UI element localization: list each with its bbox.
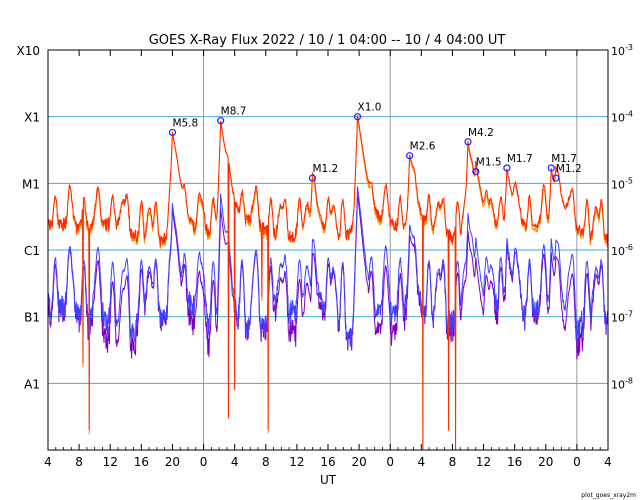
flare-label-6: M1.5 bbox=[476, 157, 502, 169]
right-flux-label-5: 10-8 bbox=[611, 376, 633, 391]
flare-label-1: M8.7 bbox=[221, 106, 247, 118]
x-tick-label-6: 4 bbox=[231, 455, 239, 469]
flare-marker-8 bbox=[547, 164, 555, 172]
right-axis-flux-labels: 10-3 10-4 10-5 10-6 10-7 10-8 bbox=[611, 43, 633, 391]
flare-marker-0 bbox=[168, 128, 177, 137]
long-channel-primary-line bbox=[47, 115, 609, 451]
chart-title: GOES X-Ray Flux 2022 / 10 / 1 04:00 -- 1… bbox=[149, 33, 506, 48]
right-flux-label-3: 10-6 bbox=[611, 243, 633, 258]
x-tick-label-13: 8 bbox=[449, 455, 457, 469]
flare-marker-7 bbox=[503, 164, 511, 172]
x-tick-label-10: 20 bbox=[351, 455, 366, 469]
flare-marker-3 bbox=[353, 113, 362, 121]
left-class-label-1: X1 bbox=[24, 111, 40, 125]
plot-credit: plot_goes_xray2m bbox=[581, 492, 636, 499]
left-class-label-3: C1 bbox=[24, 244, 40, 258]
right-flux-label-4: 10-7 bbox=[611, 310, 633, 325]
flare-label-4: M2.6 bbox=[410, 141, 436, 153]
left-class-label-5: A1 bbox=[24, 377, 40, 391]
flare-markers: M5.8M8.7M1.2X1.0M2.6M4.2M1.5 M1.7 M1.7M1.2 bbox=[168, 102, 582, 182]
x-tick-label-8: 12 bbox=[289, 455, 304, 469]
flare-marker-4 bbox=[406, 152, 414, 160]
x-tick-label-17: 0 bbox=[573, 455, 581, 469]
x-tick-label-2: 12 bbox=[103, 455, 118, 469]
right-flux-label-0: 10-3 bbox=[611, 43, 633, 58]
x-tick-label-3: 16 bbox=[134, 455, 149, 469]
x-tick-label-15: 16 bbox=[507, 455, 522, 469]
x-tick-label-12: 4 bbox=[418, 455, 426, 469]
flare-label-2: M1.2 bbox=[312, 163, 338, 175]
right-flux-label-1: 10-4 bbox=[611, 110, 633, 125]
x-axis-label: UT bbox=[320, 473, 337, 487]
right-flux-label-2: 10-5 bbox=[611, 176, 633, 191]
flare-marker-1 bbox=[217, 117, 225, 125]
x-tick-label-18: 4 bbox=[604, 455, 612, 469]
left-class-label-0: X10 bbox=[17, 44, 41, 58]
x-tick-label-1: 8 bbox=[75, 455, 83, 469]
short-channel-primary-line bbox=[47, 186, 609, 347]
x-tick-label-16: 20 bbox=[538, 455, 553, 469]
x-tick-label-14: 12 bbox=[476, 455, 491, 469]
flare-label-0: M5.8 bbox=[172, 117, 198, 129]
flare-marker-5 bbox=[464, 138, 472, 146]
flare-label-8: M1.7 bbox=[551, 153, 577, 165]
flare-label-9: M1.2 bbox=[556, 163, 582, 175]
x-tick-label-5: 0 bbox=[200, 455, 208, 469]
flare-label-5: M4.2 bbox=[468, 127, 494, 139]
flare-marker-2 bbox=[308, 174, 317, 182]
x-tick-label-7: 8 bbox=[262, 455, 270, 469]
x-tick-label-4: 20 bbox=[165, 455, 180, 469]
x-tick-label-9: 16 bbox=[320, 455, 335, 469]
flare-marker-6 bbox=[472, 167, 480, 176]
bottom-axis-hour-labels: 4 8 12 16 20 0 4 8 12 16 20 0 4 8 12 16 20 0 4 bbox=[44, 50, 612, 469]
left-class-label-4: B1 bbox=[24, 311, 40, 325]
flare-marker-9 bbox=[552, 174, 560, 182]
x-tick-label-11: 0 bbox=[386, 455, 394, 469]
left-axis-class-labels: X10 X1 M1 C1 B1 A1 bbox=[17, 44, 41, 391]
flare-label-3: X1.0 bbox=[358, 102, 382, 114]
flux-series bbox=[47, 115, 609, 451]
left-class-label-2: M1 bbox=[22, 177, 40, 191]
flare-label-7: M1.7 bbox=[507, 153, 533, 165]
day-boundary-lines bbox=[203, 50, 578, 450]
x-tick-label-0: 4 bbox=[44, 455, 52, 469]
